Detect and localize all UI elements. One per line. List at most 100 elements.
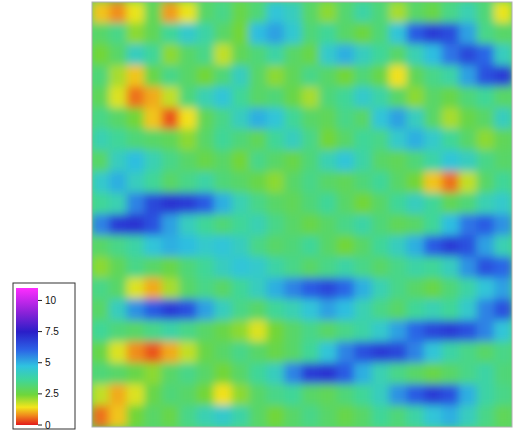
heatmap-cell: [197, 278, 216, 300]
heatmap-cell: [477, 235, 496, 257]
heatmap-cells: [92, 2, 512, 427]
heatmap-cell: [319, 405, 338, 427]
heatmap-cell: [302, 2, 321, 24]
plot-frame: [92, 2, 512, 427]
heatmap-cell: [319, 44, 338, 66]
heatmap-cell: [267, 384, 286, 406]
heatmap-cell: [389, 108, 408, 130]
heatmap-cell: [92, 320, 110, 342]
heatmap-cell: [197, 23, 216, 45]
heatmap-cell: [442, 235, 461, 257]
heatmap-cell: [319, 23, 338, 45]
heatmap-cell: [442, 384, 461, 406]
heatmap-cell: [284, 172, 303, 194]
heatmap-cell: [284, 108, 303, 130]
heatmap-cell: [389, 363, 408, 385]
heatmap-cell: [127, 363, 146, 385]
heatmap-cell: [337, 65, 356, 87]
heatmap-cell: [162, 65, 181, 87]
heatmap-cell: [144, 257, 163, 279]
heatmap-cell: [477, 44, 496, 66]
heatmap-cell: [232, 257, 251, 279]
heatmap-cell: [407, 299, 426, 321]
heatmap-cell: [214, 278, 233, 300]
heatmap-cell: [214, 320, 233, 342]
heatmap-cell: [494, 108, 512, 130]
heatmap-cell: [424, 44, 443, 66]
heatmap-cell: [144, 65, 163, 87]
heatmap-cell: [197, 257, 216, 279]
heatmap-cell: [354, 257, 373, 279]
heatmap-cell: [92, 235, 110, 257]
colorbar-tick-label: 5: [45, 357, 51, 368]
heatmap-cell: [144, 235, 163, 257]
heatmap-cell: [302, 87, 321, 109]
heatmap-cell: [284, 363, 303, 385]
heatmap-cell: [127, 405, 146, 427]
heatmap-cell: [372, 342, 391, 364]
heatmap-cell: [109, 87, 128, 109]
heatmap-cell: [267, 299, 286, 321]
heatmap-cell: [337, 23, 356, 45]
heatmap-cell: [424, 193, 443, 215]
colorbar-box: [13, 283, 75, 429]
heatmap-cell: [127, 278, 146, 300]
heatmap-cell: [302, 278, 321, 300]
heatmap-cell: [337, 108, 356, 130]
heatmap-cell: [109, 44, 128, 66]
heatmap-cell: [144, 278, 163, 300]
heatmap-cell: [214, 172, 233, 194]
heatmap-cell: [214, 257, 233, 279]
heatmap-cell: [249, 214, 268, 236]
heatmap-cell: [319, 384, 338, 406]
heatmap-cell: [424, 108, 443, 130]
heatmap-cell: [372, 405, 391, 427]
heatmap-cell: [92, 44, 110, 66]
heatmap-cell: [459, 129, 478, 151]
heatmap-cell: [477, 150, 496, 172]
heatmap-cell: [354, 65, 373, 87]
heatmap-cell: [284, 2, 303, 24]
heatmap-cell: [459, 2, 478, 24]
heatmap-cell: [442, 2, 461, 24]
colorbar: [16, 288, 38, 425]
heatmap-cell: [284, 278, 303, 300]
heatmap-cell: [477, 384, 496, 406]
heatmap-cell: [267, 23, 286, 45]
heatmap-cell: [372, 65, 391, 87]
heatmap-cell: [109, 235, 128, 257]
heatmap-cell: [127, 299, 146, 321]
heatmap-cell: [267, 172, 286, 194]
plot-area: [92, 2, 512, 427]
heatmap-cell: [109, 384, 128, 406]
heatmap-cell: [337, 299, 356, 321]
heatmap-cell: [144, 2, 163, 24]
heatmap-cell: [214, 193, 233, 215]
heatmap-cell: [354, 44, 373, 66]
heatmap-cell: [162, 172, 181, 194]
heatmap-cell: [302, 299, 321, 321]
heatmap-cell: [179, 172, 198, 194]
heatmap-cell: [319, 278, 338, 300]
heatmap-cell: [267, 257, 286, 279]
heatmap-cell: [459, 108, 478, 130]
heatmap-cell: [477, 172, 496, 194]
heatmap-cell: [477, 108, 496, 130]
heatmap-cell: [197, 2, 216, 24]
heatmap-cell: [162, 87, 181, 109]
heatmap-cell: [337, 278, 356, 300]
heatmap-cell: [319, 2, 338, 24]
heatmap-cell: [214, 235, 233, 257]
heatmap-cell: [267, 65, 286, 87]
heatmap-cell: [249, 150, 268, 172]
heatmap-cell: [389, 257, 408, 279]
heatmap-cell: [337, 384, 356, 406]
heatmap-cell: [249, 320, 268, 342]
heatmap-cell: [407, 363, 426, 385]
heatmap-cell: [109, 214, 128, 236]
heatmap-cell: [354, 193, 373, 215]
heatmap-cell: [232, 384, 251, 406]
heatmap-cell: [232, 299, 251, 321]
heatmap-cell: [92, 405, 110, 427]
heatmap-cell: [494, 320, 512, 342]
